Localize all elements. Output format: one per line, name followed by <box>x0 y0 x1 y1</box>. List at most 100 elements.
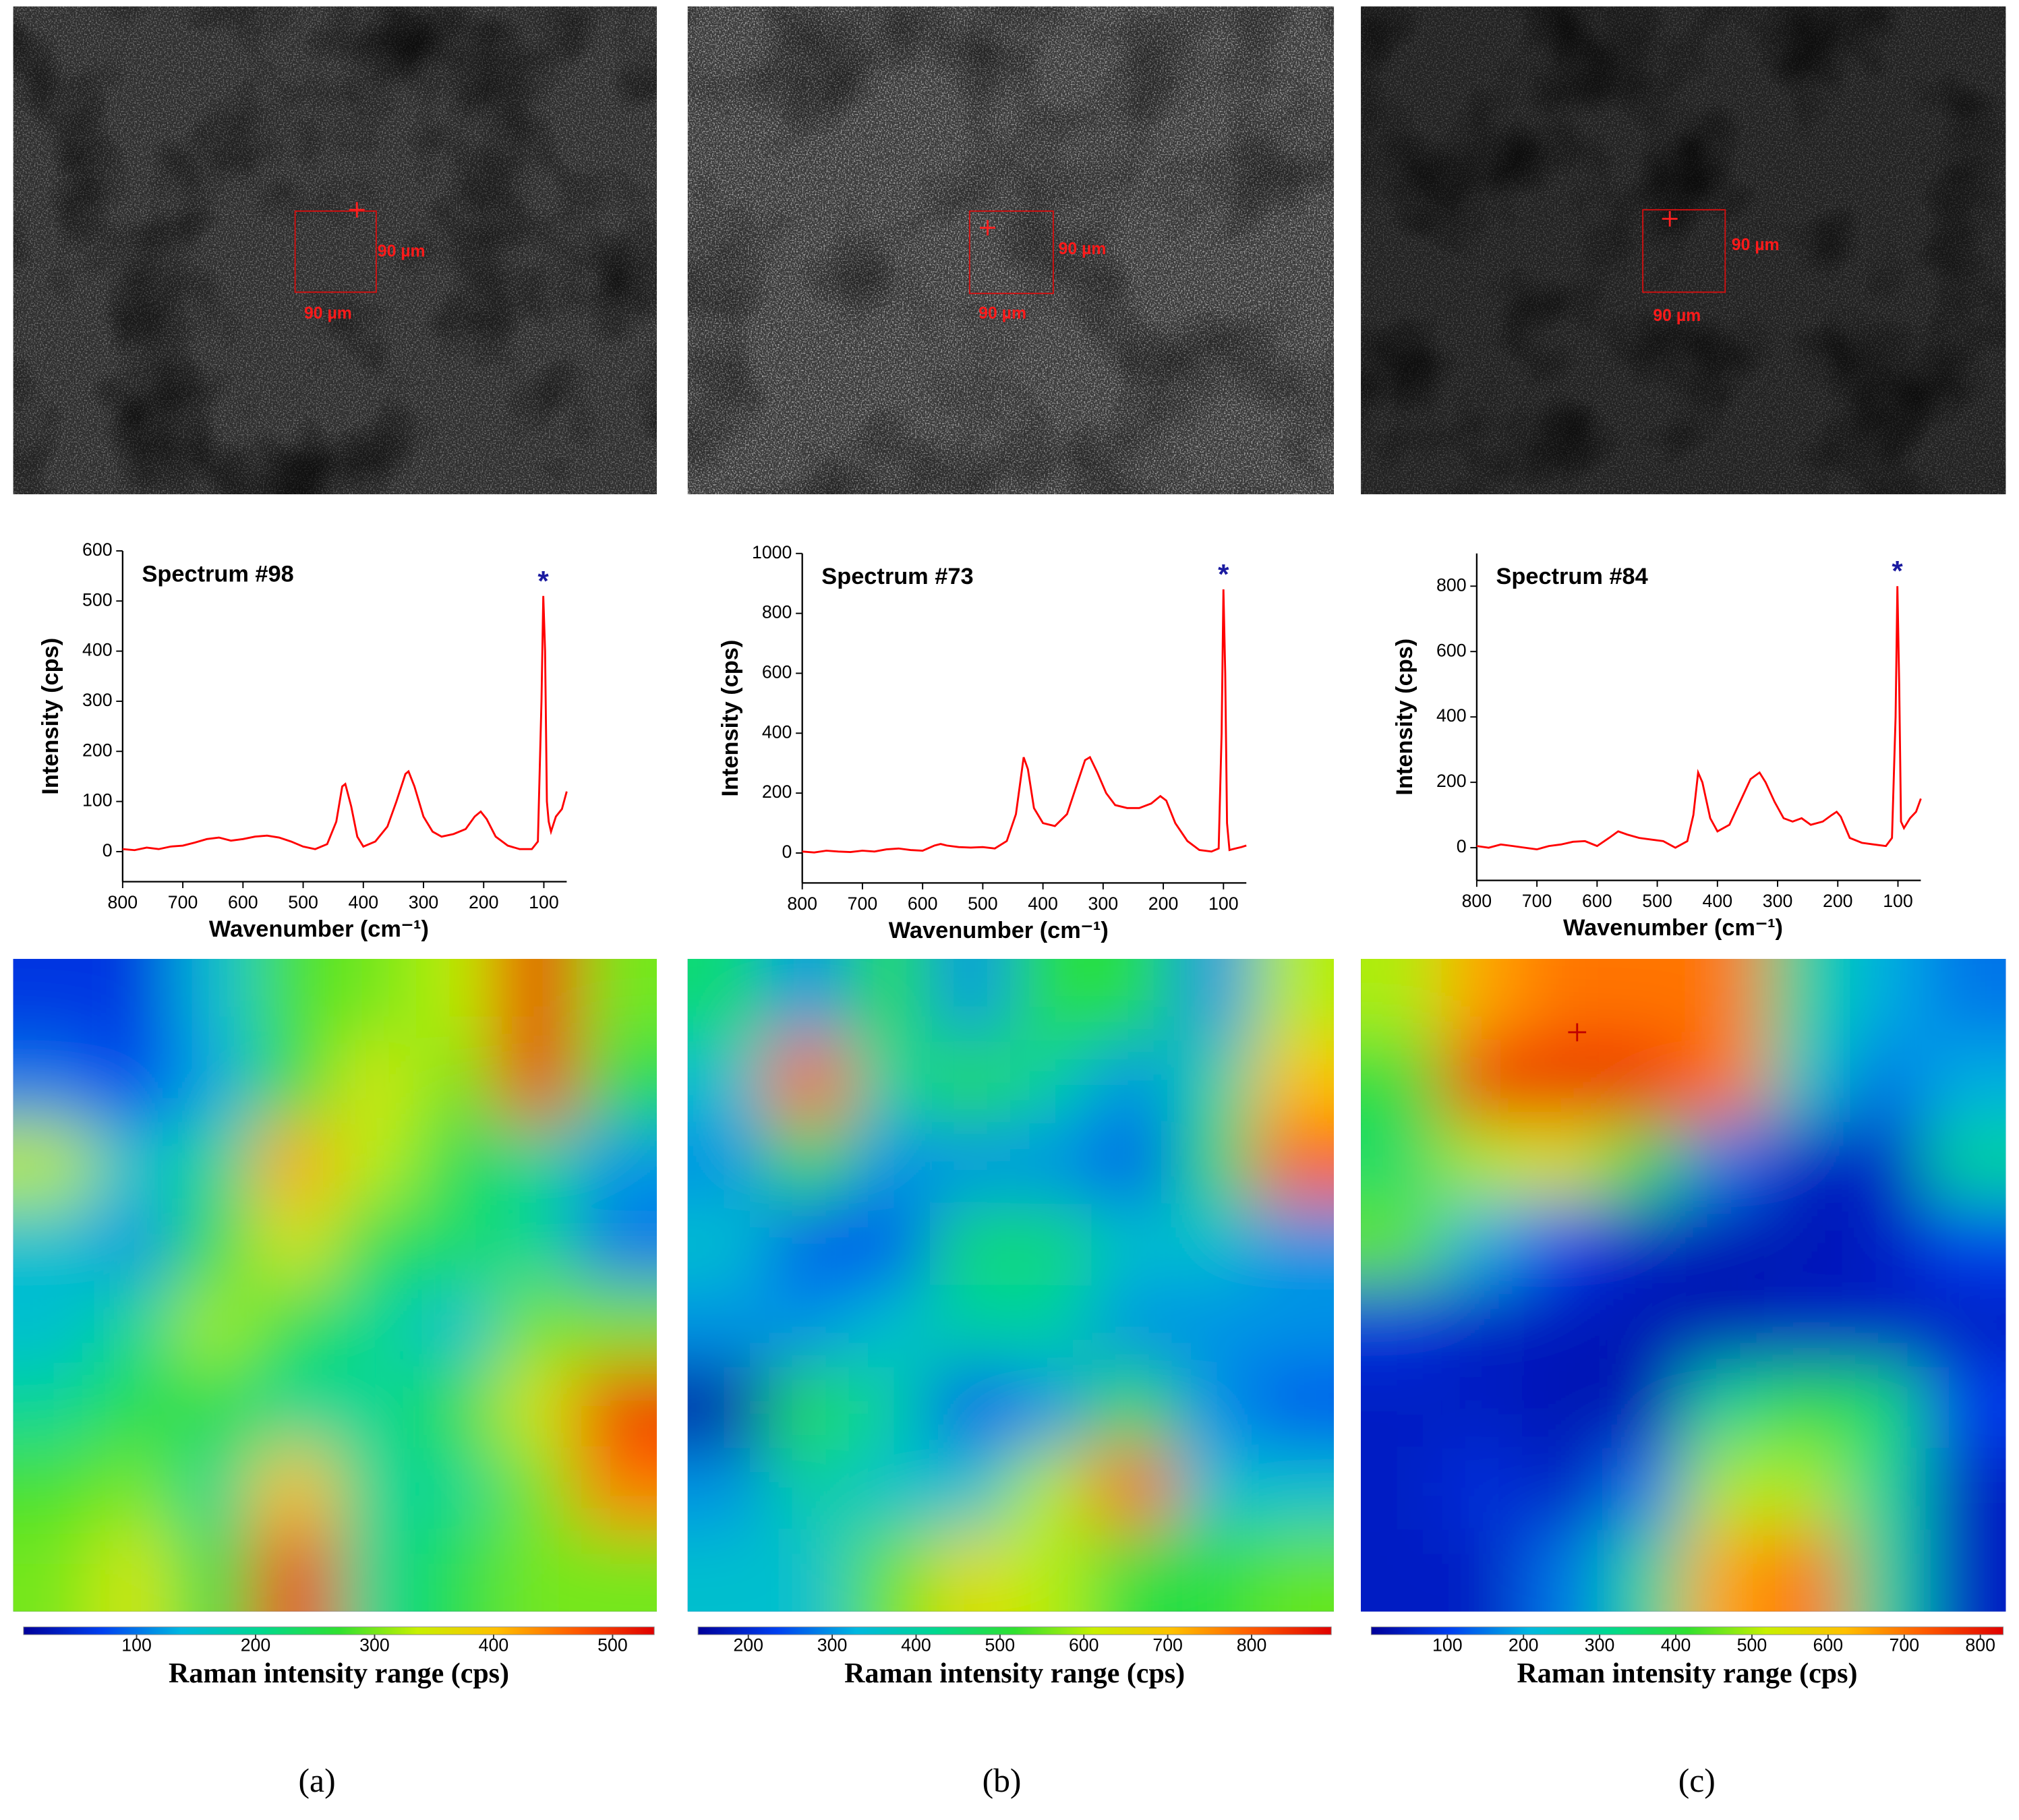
heatmap-cell <box>1441 1529 1524 1612</box>
heatmap-cell <box>1010 1448 1093 1531</box>
heatmap-cell <box>1683 1529 1765 1612</box>
heatmap-cell <box>334 959 417 1042</box>
heatmap-cell <box>576 1529 657 1612</box>
x-axis-label: Wavenumber (cm⁻¹) <box>1563 915 1783 941</box>
x-tick-label: 200 <box>469 892 499 912</box>
heatmap-cell <box>1253 1448 1335 1531</box>
heatmap-cell <box>1253 1040 1335 1123</box>
heatmap-cell <box>930 1448 1012 1531</box>
scale-label: 90 µm <box>978 304 1026 322</box>
heatmap-cell <box>1091 1040 1174 1123</box>
heatmap-cell <box>13 1529 95 1612</box>
heatmap-cell <box>1361 1040 1443 1123</box>
heatmap-cell <box>1441 959 1524 1042</box>
heatmap-cell <box>1010 1040 1093 1123</box>
heatmap-cell <box>1172 1448 1255 1531</box>
colorbar-tick-label: 600 <box>1813 1635 1844 1655</box>
heatmap-cell <box>687 1448 770 1531</box>
heatmap-cell <box>1925 1040 2006 1123</box>
heatmap-cell <box>1522 1448 1604 1531</box>
heatmap-cell <box>687 959 770 1042</box>
x-tick-label: 500 <box>968 893 998 914</box>
heatmap-cell <box>496 1366 578 1450</box>
heatmap-cell <box>1010 1203 1093 1287</box>
heatmap-cell <box>576 1121 657 1205</box>
heatmap-cell <box>1253 1121 1335 1205</box>
heatmap-cell <box>174 1040 256 1123</box>
heatmap-cell <box>254 1448 336 1531</box>
spectrum-line <box>802 589 1247 854</box>
y-axis-label: Intensity (cps) <box>1392 639 1417 796</box>
y-tick-label: 0 <box>103 840 113 860</box>
heatmap-cell <box>1441 1366 1524 1450</box>
heatmap-cell <box>496 1040 578 1123</box>
heatmap-cell <box>1361 1121 1443 1205</box>
heatmap-cell <box>93 1529 176 1612</box>
heatmap-cell <box>1522 1366 1604 1450</box>
heatmap-cell <box>576 959 657 1042</box>
x-tick-label: 800 <box>108 892 138 912</box>
heatmap-cell <box>1763 1366 1846 1450</box>
heatmap-cell <box>254 1529 336 1612</box>
x-tick-label: 600 <box>1582 891 1612 911</box>
heatmap-cell <box>1172 1040 1255 1123</box>
heatmap-cells <box>687 959 1335 1612</box>
colorbar-tick-label: 100 <box>1432 1635 1463 1655</box>
x-axis-label: Wavenumber (cm⁻¹) <box>209 916 429 942</box>
heatmap-cell <box>174 1448 256 1531</box>
heatmap-cell <box>1683 1448 1765 1531</box>
heatmap-cell <box>254 959 336 1042</box>
heatmap-cell <box>1441 1040 1524 1123</box>
heatmap-cell <box>93 1366 176 1450</box>
heatmap-cell <box>1010 959 1093 1042</box>
y-tick-label: 200 <box>762 782 792 802</box>
heatmap-cell <box>1925 1448 2006 1531</box>
heatmap-cell <box>1010 1121 1093 1205</box>
colorbar-tick-label: 200 <box>1509 1635 1539 1655</box>
heatmap-cell <box>93 1448 176 1531</box>
panel-label: (c) <box>1678 1762 1716 1799</box>
heatmap-cell <box>1763 1529 1846 1612</box>
heatmap-cell <box>768 1448 851 1531</box>
heatmap-cell <box>1253 959 1335 1042</box>
heatmap-cell <box>930 1285 1012 1368</box>
heatmap-cell <box>930 959 1012 1042</box>
heatmap-cell <box>174 1366 256 1450</box>
heatmap-cell <box>1602 959 1685 1042</box>
heatmap-cell <box>1441 1448 1524 1531</box>
x-tick-label: 400 <box>1703 891 1733 911</box>
heatmap-cell <box>930 1121 1012 1205</box>
heatmap-cell <box>1091 1366 1174 1450</box>
heatmap-cell <box>254 1203 336 1287</box>
heatmap-cell <box>1522 1203 1604 1287</box>
heatmap-cell <box>174 1203 256 1287</box>
colorbar-tick-label: 400 <box>901 1635 931 1655</box>
heatmap-cell <box>1844 1121 1927 1205</box>
heatmap-cell <box>1925 1121 2006 1205</box>
colorbar <box>697 1626 1332 1635</box>
heatmap-cell <box>1253 1285 1335 1368</box>
heatmap-cell <box>13 1448 95 1531</box>
scale-label: 90 µm <box>1059 240 1107 258</box>
heatmap-cell <box>1172 959 1255 1042</box>
heatmap-cell <box>1091 959 1174 1042</box>
x-tick-label: 700 <box>848 893 878 914</box>
colorbar-tick-label: 800 <box>1237 1635 1267 1655</box>
heatmap-cell <box>415 959 498 1042</box>
heatmap-cell <box>1522 959 1604 1042</box>
heatmap-cell <box>768 1121 851 1205</box>
heatmap <box>13 959 657 1612</box>
x-tick-label: 500 <box>1642 891 1672 911</box>
heatmap-cell <box>334 1121 417 1205</box>
heatmap-cell <box>1763 1121 1846 1205</box>
x-tick-label: 400 <box>348 892 378 912</box>
heatmap-cell <box>13 959 95 1042</box>
heatmap-cell <box>254 1040 336 1123</box>
colorbar-tick-label: 200 <box>733 1635 763 1655</box>
x-axis-label: Wavenumber (cm⁻¹) <box>889 918 1109 943</box>
scale-label: 90 µm <box>304 304 352 322</box>
scale-label: 90 µm <box>1732 236 1780 254</box>
colorbar-tick-label: 300 <box>359 1635 390 1655</box>
colorbar-tick-label: 400 <box>479 1635 509 1655</box>
